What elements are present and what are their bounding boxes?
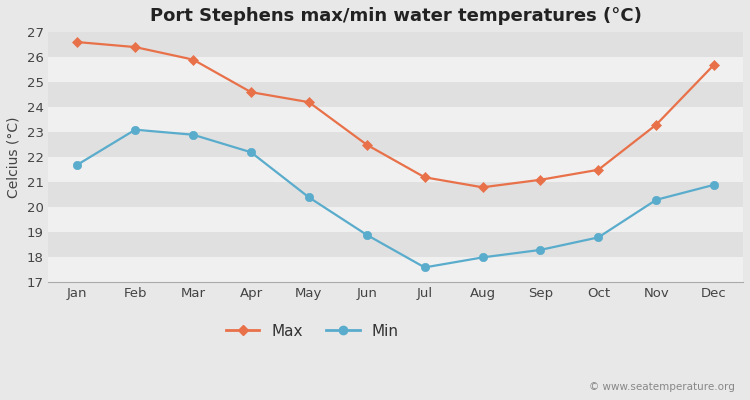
- Bar: [48, 32, 743, 57]
- Max: [536, 177, 545, 182]
- Min: [304, 195, 313, 200]
- Bar: [48, 57, 743, 82]
- Max: [73, 40, 82, 44]
- Max: [478, 185, 487, 190]
- Title: Port Stephens max/min water temperatures (°C): Port Stephens max/min water temperatures…: [150, 7, 642, 25]
- Min: [73, 162, 82, 167]
- Min: [188, 132, 197, 137]
- Bar: [48, 82, 743, 107]
- Max: [130, 45, 140, 50]
- Min: [130, 127, 140, 132]
- Bar: [48, 132, 743, 157]
- Line: Min: Min: [74, 126, 718, 272]
- Max: [594, 167, 603, 172]
- Bar: [48, 207, 743, 232]
- Max: [420, 175, 429, 180]
- Min: [594, 235, 603, 240]
- Bar: [48, 107, 743, 132]
- Y-axis label: Celcius (°C): Celcius (°C): [7, 116, 21, 198]
- Max: [710, 62, 718, 67]
- Min: [362, 232, 371, 237]
- Max: [247, 90, 256, 94]
- Min: [420, 265, 429, 270]
- Bar: [48, 232, 743, 258]
- Bar: [48, 182, 743, 207]
- Bar: [48, 258, 743, 282]
- Min: [478, 255, 487, 260]
- Legend: Max, Min: Max, Min: [220, 318, 405, 345]
- Min: [710, 182, 718, 187]
- Max: [188, 57, 197, 62]
- Line: Max: Max: [74, 38, 718, 191]
- Max: [652, 122, 661, 127]
- Text: © www.seatemperature.org: © www.seatemperature.org: [590, 382, 735, 392]
- Min: [247, 150, 256, 155]
- Min: [652, 198, 661, 202]
- Max: [304, 100, 313, 104]
- Max: [362, 142, 371, 147]
- Bar: [48, 157, 743, 182]
- Min: [536, 248, 545, 252]
